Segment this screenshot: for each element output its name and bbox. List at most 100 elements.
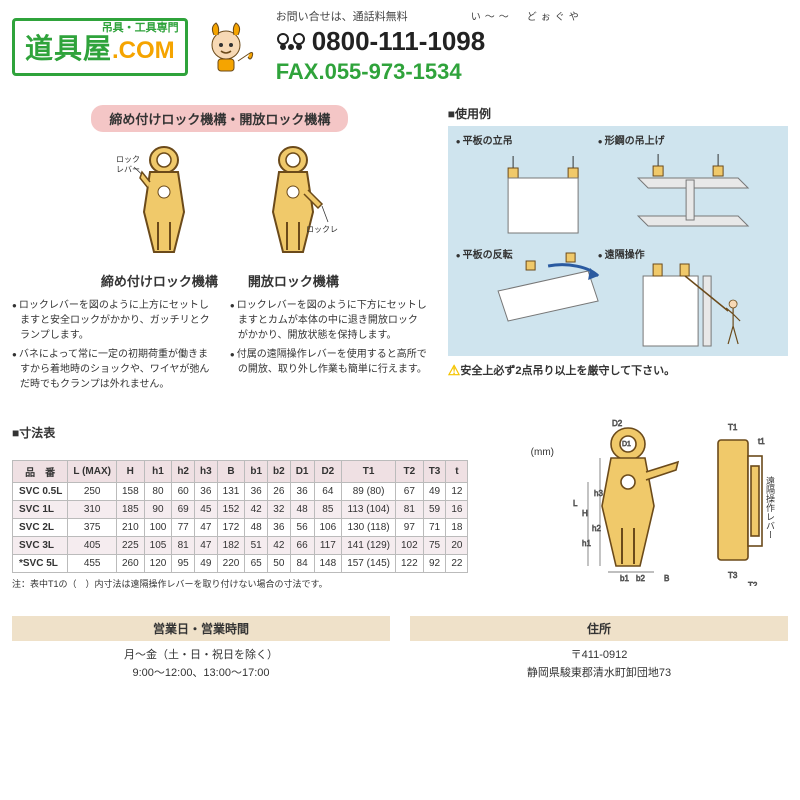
table-cell: 152 [217,501,245,519]
svg-text:D1: D1 [622,441,631,448]
svg-text:D2: D2 [612,419,623,428]
table-row: SVC 0.5L2501588060361313626366489 (80)67… [13,483,468,501]
svg-text:H: H [582,509,588,518]
mascot-icon [196,17,256,77]
usage-warning: ⚠安全上必ず2点吊り以上を厳守して下さい。 [448,362,788,379]
table-cell: 130 (118) [342,519,396,537]
table-cell: SVC 2L [13,519,68,537]
dimension-note: 注：表中T1の（ ）内寸法は遠隔操作レバーを取り付けない場合の寸法です。 [12,577,554,590]
table-header: b1 [245,461,268,483]
table-cell: 65 [245,555,268,573]
table-cell: 405 [68,537,117,555]
telephone: 0800-111-1098 [276,26,788,57]
table-cell: 16 [446,501,468,519]
footer-addr-line: 〒411-0912 [410,647,788,665]
table-cell: 455 [68,555,117,573]
table-cell: 225 [116,537,144,555]
table-row: SVC 2L3752101007747172483656106130 (118)… [13,519,468,537]
table-cell: 36 [245,483,268,501]
table-cell: 85 [314,501,342,519]
table-cell: 131 [217,483,245,501]
table-cell: 47 [195,537,218,555]
table-header: t [446,461,468,483]
mechanism-left: ロック レバー 締め付けロック機構 [101,142,218,290]
table-cell: 84 [290,555,314,573]
svg-text:ロックレバー: ロックレバー [306,225,338,234]
table-cell: 42 [268,537,291,555]
svg-text:B: B [664,574,669,583]
clamp-illustration-right: ロックレバー [248,142,338,262]
table-cell: 67 [396,483,424,501]
table-cell: 20 [446,537,468,555]
table-cell: 81 [172,537,195,555]
bullets-left: ロックレバーを図のように上方にセットしますと安全ロックがかかり、ガッチリとクラン… [12,298,210,396]
table-header: T3 [423,461,446,483]
svg-text:b2: b2 [636,574,645,583]
bullet-item: ロックレバーを図のように下方にセットしますとカムが本体の中に退き開放ロックがかか… [230,298,428,343]
table-cell: 56 [290,519,314,537]
table-cell: 310 [68,501,117,519]
usage-heading: ■使用例 [448,105,788,122]
mechanism-right: ロックレバー 開放ロック機構 [248,142,339,290]
contact-ruby: い〜〜 どぉぐや [471,12,583,23]
table-cell: 158 [116,483,144,501]
table-cell: 81 [396,501,424,519]
table-cell: 97 [396,519,424,537]
bullet-item: バネによって常に一定の初期荷重が働きますから着地時のショックや、ワイヤが弛んだ時… [12,347,210,392]
logo: 吊具・工具専門 道具屋.COM [12,18,188,76]
table-cell: 60 [172,483,195,501]
table-cell: 260 [116,555,144,573]
contact-block: お問い合せは、通話料無料 い〜〜 どぉぐや 0800-111-1098 FAX.… [276,8,788,85]
svg-text:h3: h3 [594,489,603,498]
table-header: T2 [396,461,424,483]
table-header: b2 [268,461,291,483]
svg-text:L: L [573,499,578,508]
table-cell: 26 [268,483,291,501]
mechanism-right-name: 開放ロック機構 [248,271,339,290]
table-cell: 182 [217,537,245,555]
table-cell: 36 [290,483,314,501]
table-cell: 50 [268,555,291,573]
usage-block: ■使用例 平板の立吊 形鋼の吊上げ 平板の反転 遠隔操作 [448,105,788,396]
table-cell: 64 [314,483,342,501]
table-row: *SVC 5L4552601209549220655084148157 (145… [13,555,468,573]
table-cell: 66 [290,537,314,555]
logo-main-text: 道具屋 [25,33,112,64]
svg-text:T2: T2 [748,581,758,586]
table-cell: 220 [217,555,245,573]
table-cell: 102 [396,537,424,555]
dimension-heading: ■寸法表 [12,424,554,441]
table-cell: 47 [195,519,218,537]
table-cell: SVC 1L [13,501,68,519]
bullet-item: 付属の遠隔操作レバーを使用すると高所での開放、取り外し作業も簡単に行えます。 [230,347,428,377]
mechanism-bullets: ロックレバーを図のように上方にセットしますと安全ロックがかかり、ガッチリとクラン… [12,298,428,396]
table-cell: 71 [423,519,446,537]
svg-text:b1: b1 [620,574,629,583]
table-cell: 141 (129) [342,537,396,555]
table-header: L (MAX) [68,461,117,483]
table-header: D1 [290,461,314,483]
diagram-lever-label: 遠隔操作レバー [765,475,775,539]
dimension-table-block: ■寸法表 (mm) 品 番L (MAX)Hh1h2h3Bb1b2D1D2T1T2… [12,416,554,590]
table-cell: 32 [268,501,291,519]
footer-hours: 営業日・営業時間 月〜金（土・日・祝日を除く） 9:00〜12:00、13:00… [12,616,390,682]
footer-addr-title: 住所 [410,616,788,641]
table-cell: 105 [144,537,172,555]
lever-label-left: ロック [116,155,140,164]
contact-label: お問い合せは、通話料無料 [276,11,408,23]
table-cell: 117 [314,537,342,555]
table-header: h3 [195,461,218,483]
table-header: h1 [144,461,172,483]
table-cell: 12 [446,483,468,501]
table-cell: 92 [423,555,446,573]
freedial-icon [276,32,306,52]
table-cell: 49 [423,483,446,501]
svg-text:T1: T1 [728,423,738,432]
table-cell: 113 (104) [342,501,396,519]
table-cell: SVC 3L [13,537,68,555]
page-footer: 営業日・営業時間 月〜金（土・日・祝日を除く） 9:00〜12:00、13:00… [12,616,788,682]
table-cell: 172 [217,519,245,537]
table-cell: 185 [116,501,144,519]
table-cell: 77 [172,519,195,537]
usage-panel: 平板の立吊 形鋼の吊上げ 平板の反転 遠隔操作 [448,126,788,356]
